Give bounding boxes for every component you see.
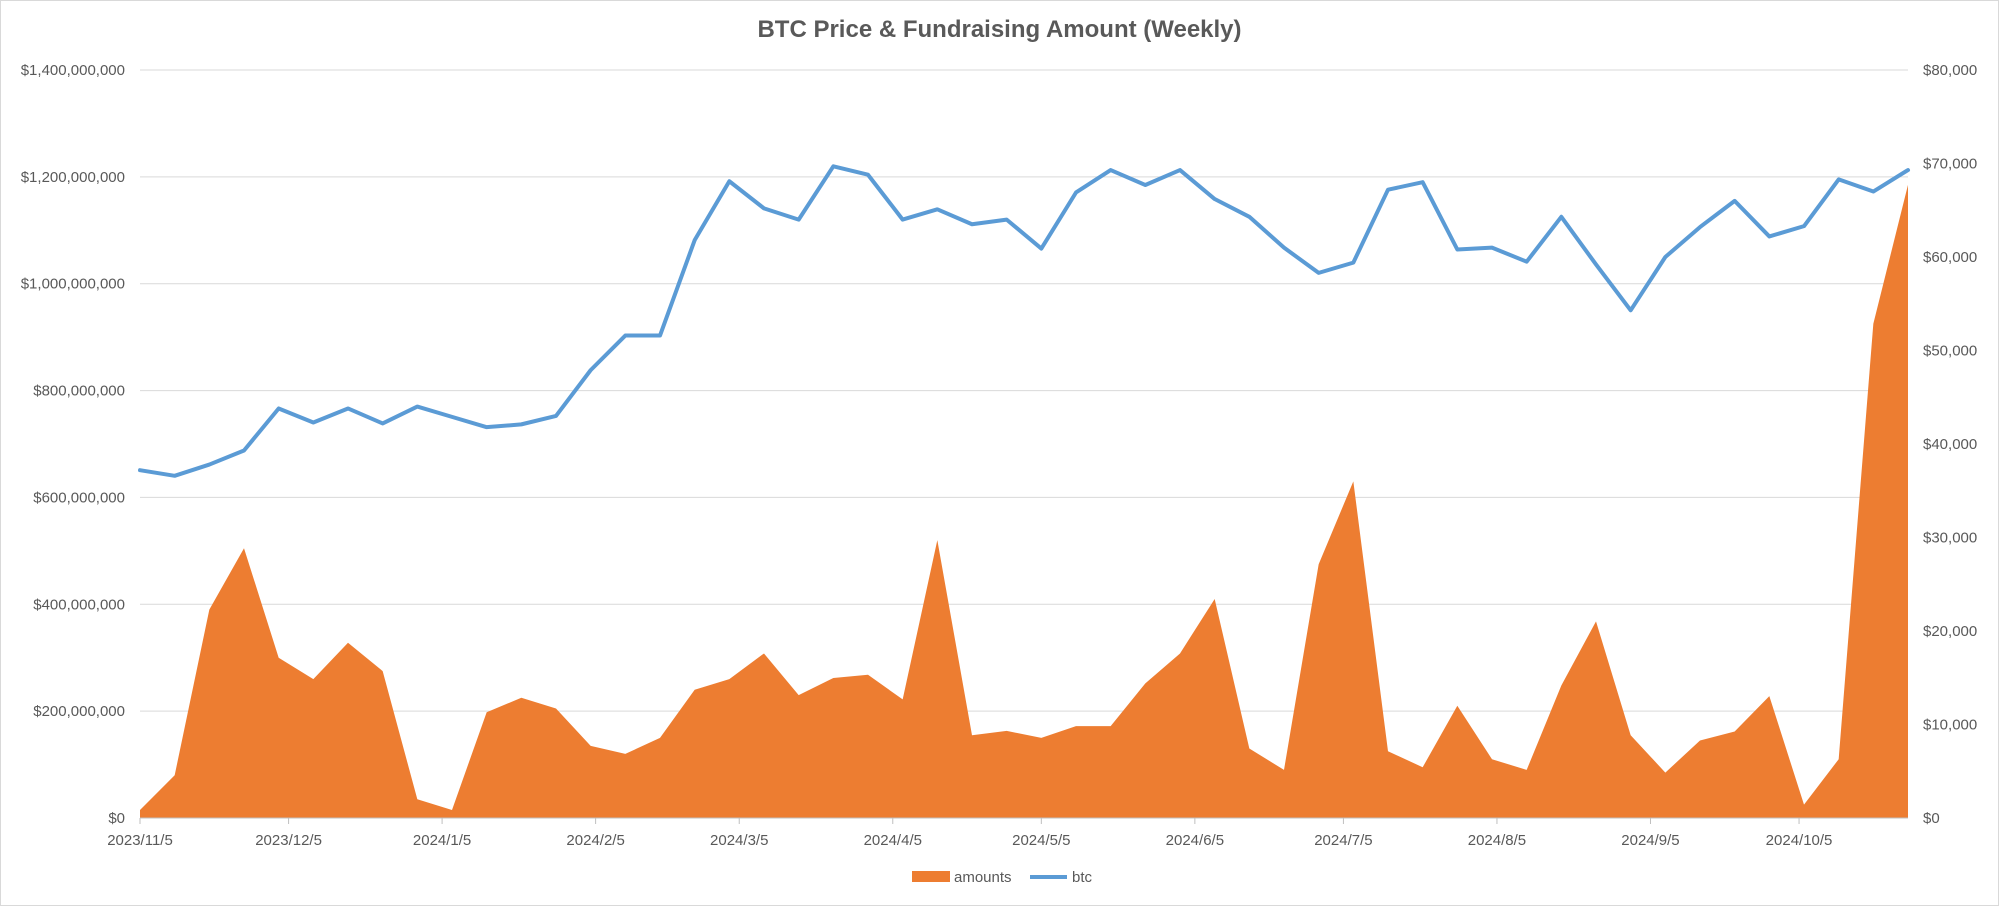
amounts-series [140, 184, 1908, 818]
amounts-area [140, 184, 1908, 818]
x-tick-label: 2024/1/5 [413, 832, 471, 849]
y-left-tick-label: $0 [108, 810, 125, 827]
y-right-tick-label: $10,000 [1923, 717, 1977, 734]
y-right-tick-label: $30,000 [1923, 530, 1977, 547]
x-tick-label: 2023/11/5 [107, 832, 173, 849]
btc-line [138, 164, 1910, 478]
y-left-tick-label: $600,000,000 [33, 489, 125, 506]
y-right-tick-label: $40,000 [1923, 436, 1977, 453]
x-tick-label: 2024/10/5 [1766, 832, 1833, 849]
y-right-tick-label: $80,000 [1923, 62, 1977, 79]
chart-title: BTC Price & Fundraising Amount (Weekly) [757, 16, 1242, 43]
x-tick-label: 2024/6/5 [1166, 832, 1224, 849]
legend-swatch-amounts [912, 871, 950, 882]
legend-label-amounts: amounts [954, 869, 1012, 886]
btc-series [138, 164, 1910, 478]
x-tick-label: 2024/7/5 [1314, 832, 1372, 849]
y-left-tick-label: $800,000,000 [33, 383, 125, 400]
gridlines [140, 69, 1908, 819]
y-left-tick-label: $200,000,000 [33, 703, 125, 720]
x-tick-label: 2024/9/5 [1621, 832, 1679, 849]
y-right-tick-label: $60,000 [1923, 249, 1977, 266]
y-left-tick-label: $400,000,000 [33, 596, 125, 613]
y-left-tick-label: $1,400,000,000 [21, 62, 125, 79]
legend-label-btc: btc [1072, 869, 1093, 886]
y-right-tick-label: $0 [1923, 810, 1940, 827]
y-right-tick-label: $70,000 [1923, 156, 1977, 173]
x-tick-label: 2024/2/5 [566, 832, 624, 849]
x-tick-label: 2024/8/5 [1468, 832, 1526, 849]
y-right-tick-label: $20,000 [1923, 623, 1977, 640]
x-tick-label: 2024/3/5 [710, 832, 768, 849]
legend: amounts btc [912, 869, 1093, 886]
y-left-tick-label: $1,000,000,000 [21, 276, 125, 293]
axes: $0 $200,000,000 $400,000,000 $600,000,000 $8… [21, 62, 1978, 849]
x-tick-label: 2024/5/5 [1012, 832, 1070, 849]
y-left-tick-label: $1,200,000,000 [21, 169, 125, 186]
y-right-tick-label: $50,000 [1923, 343, 1977, 360]
x-tick-label: 2024/4/5 [864, 832, 922, 849]
x-tick-label: 2023/12/5 [255, 832, 322, 849]
